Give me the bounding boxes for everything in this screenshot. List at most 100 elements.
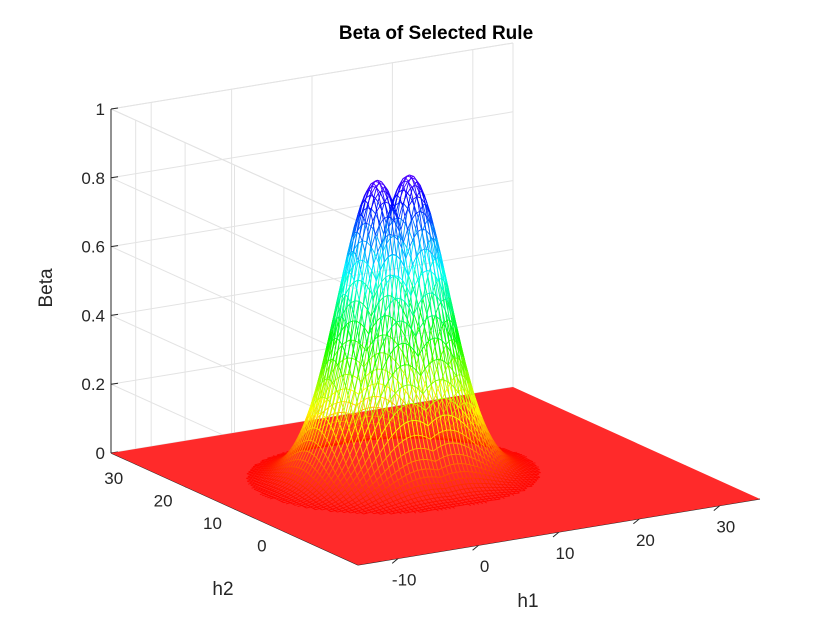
mesh-line xyxy=(451,339,457,350)
mesh-line xyxy=(462,400,467,415)
mesh-line xyxy=(390,512,395,515)
mesh-line xyxy=(365,402,371,414)
mesh-line xyxy=(387,506,391,510)
mesh-line xyxy=(420,477,425,479)
mesh-line xyxy=(430,483,434,490)
mesh-line xyxy=(304,473,309,480)
mesh-line xyxy=(297,435,303,446)
mesh-line xyxy=(327,381,333,400)
mesh-line xyxy=(346,436,352,448)
mesh-line xyxy=(379,508,384,511)
mesh-line xyxy=(401,505,405,509)
mesh-line xyxy=(321,463,325,468)
mesh-line xyxy=(447,455,451,466)
mesh-line xyxy=(432,488,437,495)
grid-line-z-side xyxy=(110,314,359,428)
mesh-line xyxy=(247,480,250,483)
mesh-line xyxy=(427,425,431,440)
mesh-line xyxy=(441,467,445,476)
mesh-line xyxy=(355,485,359,491)
mesh-line xyxy=(271,475,276,480)
mesh-line xyxy=(403,321,408,325)
mesh-line xyxy=(428,364,432,385)
mesh-line xyxy=(393,406,398,415)
mesh-line xyxy=(388,510,393,513)
mesh-line xyxy=(400,298,406,303)
mesh-line xyxy=(314,405,318,416)
mesh-line xyxy=(309,483,313,487)
mesh-line xyxy=(270,490,275,494)
mesh-line xyxy=(423,326,429,342)
mesh-line xyxy=(319,404,324,416)
mesh-line xyxy=(309,499,314,503)
mesh-line xyxy=(331,448,335,455)
mesh-line xyxy=(379,341,384,352)
mesh-line xyxy=(465,414,471,421)
mesh-line xyxy=(424,448,428,460)
mesh-line xyxy=(318,397,324,414)
mesh-line xyxy=(354,299,360,320)
mesh-line xyxy=(289,496,294,499)
mesh-line xyxy=(362,280,367,295)
mesh-line xyxy=(345,507,350,511)
mesh-line xyxy=(356,269,362,290)
mesh-line xyxy=(346,388,351,391)
mesh-line xyxy=(349,280,355,303)
x-tick-mark xyxy=(472,544,479,551)
mesh-line xyxy=(304,420,310,433)
mesh-line xyxy=(362,497,366,502)
mesh-line xyxy=(378,383,384,386)
mesh-line xyxy=(389,448,395,454)
mesh-line xyxy=(378,334,383,337)
mesh-line xyxy=(381,427,386,436)
mesh-line xyxy=(419,421,423,436)
mesh-line xyxy=(314,460,320,470)
mesh-line xyxy=(383,409,387,419)
mesh-line xyxy=(390,336,395,342)
mesh-line xyxy=(469,420,473,433)
mesh-line xyxy=(449,464,453,474)
mesh-line xyxy=(461,409,465,425)
mesh-line xyxy=(419,328,423,350)
mesh-line xyxy=(414,386,420,391)
mesh-line xyxy=(283,500,288,504)
mesh-line xyxy=(456,344,461,361)
mesh-line xyxy=(395,320,400,324)
mesh-line xyxy=(348,330,352,340)
mesh-line xyxy=(278,498,283,501)
mesh-line xyxy=(430,270,436,276)
mesh-line xyxy=(422,212,427,231)
mesh-line xyxy=(302,430,308,443)
mesh-line xyxy=(352,401,358,416)
mesh-line xyxy=(392,501,396,505)
mesh-line xyxy=(328,499,334,503)
mesh-line xyxy=(435,492,440,495)
mesh-line xyxy=(416,370,420,390)
z-tick-mark xyxy=(110,245,119,248)
mesh-line xyxy=(403,266,409,277)
mesh-line xyxy=(365,433,369,437)
mesh-line xyxy=(272,491,278,495)
mesh-line xyxy=(388,203,392,218)
mesh-line xyxy=(311,480,317,486)
mesh-line xyxy=(254,481,259,485)
mesh-line xyxy=(436,296,442,303)
mesh-line xyxy=(396,396,400,407)
mesh-line xyxy=(333,431,337,438)
mesh-line xyxy=(414,408,419,416)
mesh-line xyxy=(373,187,377,197)
mesh-line xyxy=(324,435,328,440)
mesh-line xyxy=(423,212,428,218)
mesh-line xyxy=(433,337,438,360)
mesh-line xyxy=(299,492,305,497)
mesh-line xyxy=(417,491,422,494)
mesh-line xyxy=(420,373,426,384)
mesh-line xyxy=(334,428,338,435)
mesh-line xyxy=(363,310,369,328)
mesh-line xyxy=(374,429,378,442)
mesh-line xyxy=(414,255,418,270)
mesh-line xyxy=(412,196,418,200)
mesh-line xyxy=(413,205,419,218)
mesh-line xyxy=(353,280,358,290)
